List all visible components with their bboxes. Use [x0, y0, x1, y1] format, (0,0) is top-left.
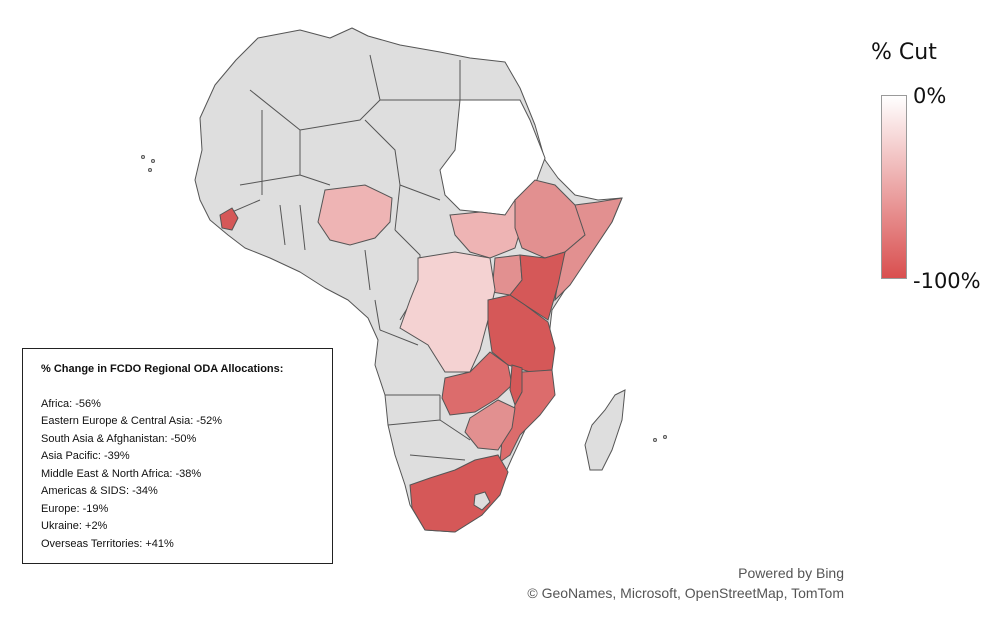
- region-mozambique: [499, 369, 556, 464]
- oda-allocations-info-box: % Change in FCDO Regional ODA Allocation…: [22, 348, 333, 564]
- region-sierra-leone: [219, 207, 239, 231]
- region-kenya: [509, 251, 566, 321]
- info-title: % Change in FCDO Regional ODA Allocation…: [41, 363, 284, 375]
- map-data-attribution: © GeoNames, Microsoft, OpenStreetMap, To…: [527, 585, 844, 601]
- info-row: Africa: -56%: [41, 397, 101, 410]
- info-row: South Asia & Afghanistan: -50%: [41, 432, 197, 445]
- legend-min-label: -100%: [913, 269, 981, 293]
- small-islands: [141, 155, 667, 442]
- region-zambia: [441, 351, 513, 416]
- info-row: Asia Pacific: -39%: [41, 450, 130, 462]
- info-row: Americas & SIDS: -34%: [41, 485, 158, 497]
- legend-color-scale: [881, 95, 907, 279]
- legend-title: % Cut: [871, 40, 937, 65]
- region-lesotho: [473, 491, 491, 511]
- info-row: Middle East & North Africa: -38%: [41, 467, 202, 480]
- info-row: Overseas Territories: +41%: [41, 537, 174, 550]
- powered-by-credit: Powered by Bing: [738, 565, 844, 581]
- region-somalia: [554, 197, 623, 302]
- region-south-africa: [409, 454, 509, 533]
- region-nigeria: [317, 184, 393, 246]
- info-row: Ukraine: +2%: [41, 520, 108, 532]
- info-row: Europe: -19%: [41, 502, 109, 515]
- legend-max-label: 0%: [913, 84, 947, 108]
- info-row: Eastern Europe & Central Asia: -52%: [41, 415, 222, 427]
- region-madagascar: [584, 389, 626, 471]
- region-zimbabwe: [464, 399, 516, 451]
